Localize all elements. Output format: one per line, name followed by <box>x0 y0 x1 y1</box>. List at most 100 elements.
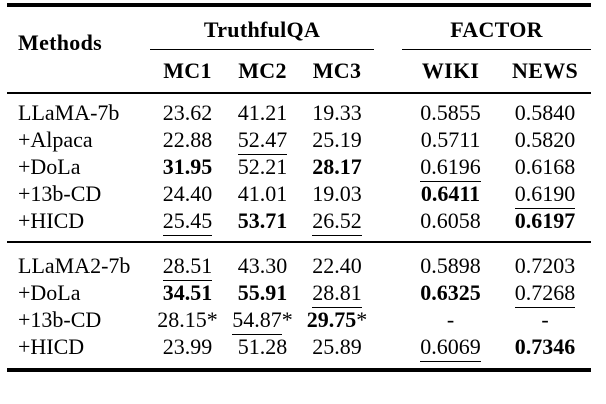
value-cell: 43.30 <box>225 242 300 279</box>
table-row: +Alpaca 22.88 52.47 25.19 0.5711 0.5820 <box>7 126 591 155</box>
value-cell: 52.21 <box>225 153 300 180</box>
value-cell: 28.51 <box>150 242 225 281</box>
method-cell: +DoLa <box>18 279 81 305</box>
value-text: 0.5840 <box>514 99 576 125</box>
value-cell: 0.6325 <box>402 279 499 306</box>
value-text: 31.95 <box>162 153 213 179</box>
significance-marker: * <box>356 306 368 332</box>
value-cell: 0.6411 <box>402 180 499 207</box>
method-cell: +DoLa <box>18 153 81 179</box>
value-cell: 53.71 <box>225 207 300 242</box>
value-cell: 41.21 <box>225 93 300 126</box>
method-cell: LLaMA-7b <box>18 99 120 125</box>
value-text: 0.6196 <box>420 153 481 182</box>
value-text: 52.21 <box>237 153 288 179</box>
value-cell: 0.6168 <box>499 153 591 180</box>
value-text: 28.15 <box>157 306 207 332</box>
value-text: - <box>446 306 455 332</box>
results-block-llama2: LLaMA2-7b 28.51 43.30 22.40 0.5898 0.7203 +DoL… <box>7 242 591 370</box>
column-spacer-cell <box>374 153 402 180</box>
value-text: 0.5711 <box>420 126 481 152</box>
value-text: 23.99 <box>162 333 213 359</box>
value-text: 28.51 <box>162 252 213 281</box>
value-cell: - <box>499 306 591 333</box>
value-text: 43.30 <box>237 252 288 278</box>
value-text: 19.03 <box>312 180 362 206</box>
value-text: 23.62 <box>162 99 213 125</box>
column-spacer-cell <box>374 180 402 207</box>
group-header-factor: FACTOR <box>402 5 592 50</box>
column-spacer-cell <box>374 279 402 306</box>
value-cell: 51.28 <box>225 333 300 370</box>
value-text: 53.71 <box>237 207 288 233</box>
value-text: 51.28 <box>237 333 288 359</box>
column-header-row: MC1 MC2 MC3 WIKI NEWS <box>7 49 592 94</box>
value-cell: 0.5711 <box>402 126 499 153</box>
value-text: 0.6325 <box>420 279 481 305</box>
value-cell: 28.15* <box>150 306 225 333</box>
value-cell: 0.6190 <box>499 180 591 209</box>
table-row: +DoLa 34.51 55.91 28.81 0.6325 0.7268 <box>7 279 591 308</box>
column-header-news: NEWS <box>499 49 592 94</box>
value-cell: 31.95 <box>150 153 225 180</box>
value-text: 22.40 <box>312 252 362 278</box>
value-cell: 25.45 <box>150 207 225 242</box>
value-text: 19.33 <box>312 99 362 125</box>
value-cell: - <box>402 306 499 333</box>
value-cell: 0.5855 <box>402 93 499 126</box>
significance-marker: * <box>206 306 218 332</box>
value-cell: 26.52 <box>300 207 374 242</box>
value-text: 0.5898 <box>420 252 481 278</box>
value-cell: 29.75* <box>300 306 374 333</box>
value-text: 41.01 <box>237 180 288 206</box>
value-cell: 54.87* <box>225 306 300 335</box>
table-row: LLaMA-7b 23.62 41.21 19.33 0.5855 0.5840 <box>7 93 591 126</box>
significance-marker: * <box>281 306 293 332</box>
value-text: 34.51 <box>162 279 213 305</box>
value-cell: 0.6069 <box>402 333 499 370</box>
column-header-mc2: MC2 <box>225 49 300 94</box>
column-spacer-cell <box>374 93 402 126</box>
value-text: 41.21 <box>237 99 288 125</box>
column-header-wiki: WIKI <box>402 49 500 94</box>
value-cell: 0.5820 <box>499 126 591 153</box>
column-spacer-cell <box>374 306 402 333</box>
value-text: 52.47 <box>237 126 288 155</box>
value-text: 0.6197 <box>514 207 576 233</box>
value-cell: 28.17 <box>300 153 374 180</box>
value-text: 29.75 <box>306 306 357 332</box>
value-cell: 23.99 <box>150 333 225 370</box>
value-cell: 25.89 <box>300 333 374 370</box>
value-cell: 0.7268 <box>499 279 591 308</box>
value-cell: 55.91 <box>225 279 300 306</box>
value-text: 24.40 <box>162 180 213 206</box>
value-text: 0.6069 <box>420 333 481 362</box>
value-cell: 19.33 <box>300 93 374 126</box>
table-row: +13b-CD 28.15* 54.87* 29.75* - - <box>7 306 591 335</box>
value-text: 28.17 <box>312 153 362 179</box>
value-text: 0.5820 <box>514 126 576 152</box>
method-cell: +Alpaca <box>18 126 93 152</box>
value-text: 26.52 <box>312 207 362 236</box>
method-cell: +HICD <box>18 207 85 233</box>
table-row: +HICD 25.45 53.71 26.52 0.6058 0.6197 <box>7 207 591 242</box>
value-cell: 0.6058 <box>402 207 499 242</box>
value-text: 0.6190 <box>514 180 576 209</box>
value-text: 0.7203 <box>514 252 576 278</box>
column-spacer-cell <box>374 333 402 370</box>
value-cell: 41.01 <box>225 180 300 207</box>
value-text: 0.7268 <box>514 279 576 308</box>
method-cell: +13b-CD <box>18 180 102 206</box>
method-cell: +HICD <box>18 333 85 359</box>
table-row: +HICD 23.99 51.28 25.89 0.6069 0.7346 <box>7 333 591 370</box>
column-header-mc3: MC3 <box>300 49 375 94</box>
value-cell: 0.6197 <box>499 207 591 242</box>
value-cell: 19.03 <box>300 180 374 207</box>
methods-column-header: Methods <box>7 5 150 94</box>
value-cell: 52.47 <box>225 126 300 155</box>
value-cell: 0.6196 <box>402 153 499 182</box>
value-cell: 22.88 <box>150 126 225 153</box>
value-cell: 24.40 <box>150 180 225 207</box>
value-cell: 34.51 <box>150 279 225 306</box>
